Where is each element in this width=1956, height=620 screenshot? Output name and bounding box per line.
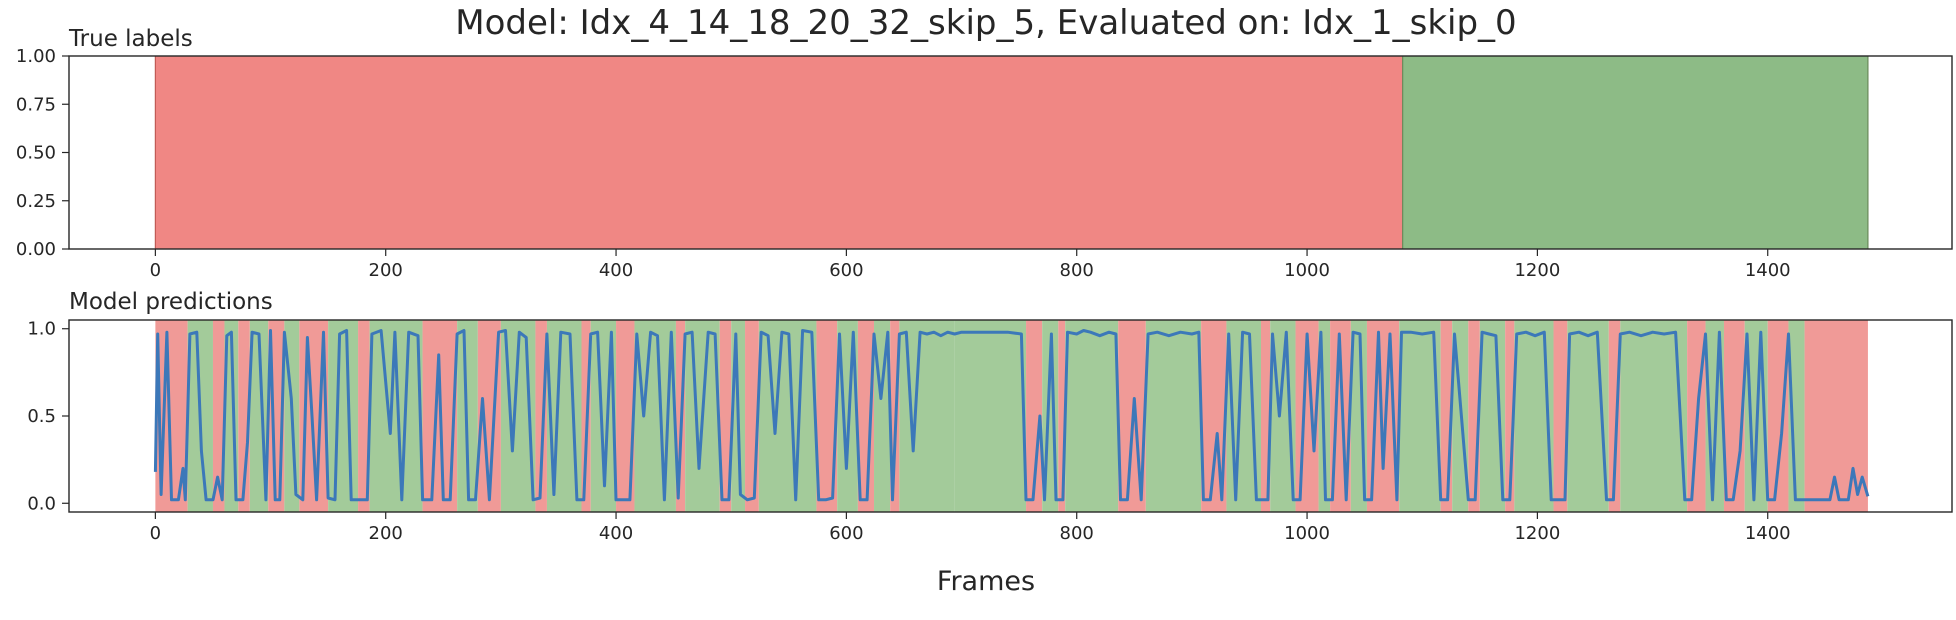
model-predictions-y-ticks: 0.0 0.5 1.0 <box>27 319 69 514</box>
prediction-segment-green <box>758 320 817 512</box>
y-tick-label: 0.50 <box>16 143 56 164</box>
prediction-segment-green <box>954 320 1027 512</box>
prediction-segment-green <box>328 320 359 512</box>
prediction-segment-red <box>212 320 225 512</box>
x-tick-label: 200 <box>369 260 403 281</box>
y-tick-label: 0.0 <box>27 493 56 514</box>
prediction-segment-red <box>719 320 732 512</box>
y-tick-label: 0.00 <box>16 239 56 260</box>
prediction-segment-green <box>1065 320 1119 512</box>
prediction-segment-red <box>1767 320 1789 512</box>
prediction-segment-red <box>358 320 370 512</box>
prediction-segment-red <box>1440 320 1453 512</box>
figure-suptitle: Model: Idx_4_14_18_20_32_skip_5, Evaluat… <box>455 3 1516 43</box>
true-label-segment-red <box>155 56 1403 249</box>
true-label-segments <box>154 56 1869 249</box>
x-tick-label: 1000 <box>1284 260 1330 281</box>
x-tick-label: 800 <box>1060 260 1094 281</box>
x-axis-label: Frames <box>937 566 1035 597</box>
prediction-segment-red <box>1468 320 1480 512</box>
x-tick-label: 600 <box>829 523 863 544</box>
prediction-segment-red <box>1608 320 1621 512</box>
prediction-segment-green <box>1145 320 1202 512</box>
x-tick-label: 800 <box>1060 523 1094 544</box>
true-labels-x-ticks: 0 200 400 600 800 1000 1200 1400 <box>150 249 1791 281</box>
x-tick-label: 1400 <box>1745 523 1791 544</box>
model-predictions-title: Model predictions <box>69 289 273 315</box>
x-tick-label: 0 <box>150 523 161 544</box>
y-tick-label: 0.75 <box>16 94 56 115</box>
model-predictions-panel: Model predictions 0 200 400 600 800 1000 1200 1… <box>27 289 1953 544</box>
prediction-segment-red <box>1505 320 1515 512</box>
prediction-segment-red <box>1026 320 1043 512</box>
prediction-segment-red <box>477 320 501 512</box>
x-tick-label: 1000 <box>1284 523 1330 544</box>
x-tick-label: 1400 <box>1745 260 1791 281</box>
prediction-segment-red <box>238 320 250 512</box>
x-tick-label: 1200 <box>1514 260 1560 281</box>
y-tick-label: 1.00 <box>16 46 56 67</box>
model-predictions-x-ticks: 0 200 400 600 800 1000 1200 1400 <box>150 512 1791 544</box>
true-labels-y-ticks: 0.00 0.25 0.50 0.75 1.00 <box>16 46 69 260</box>
y-tick-label: 0.5 <box>27 406 56 427</box>
y-tick-label: 1.0 <box>27 319 56 340</box>
x-tick-label: 200 <box>369 523 403 544</box>
prediction-segments <box>155 320 1868 512</box>
x-tick-label: 600 <box>829 260 863 281</box>
x-tick-label: 0 <box>150 260 161 281</box>
prediction-segment-red <box>1260 320 1271 512</box>
prediction-segment-red <box>535 320 547 512</box>
prediction-segment-red <box>1553 320 1568 512</box>
y-tick-label: 0.25 <box>16 191 56 212</box>
prediction-segment-red <box>616 320 635 512</box>
x-tick-label: 400 <box>599 523 633 544</box>
prediction-segment-red <box>1058 320 1066 512</box>
prediction-line <box>153 329 1870 502</box>
prediction-segment-red <box>816 320 838 512</box>
x-tick-label: 400 <box>599 260 633 281</box>
true-labels-title: True labels <box>68 26 193 52</box>
x-tick-label: 1200 <box>1514 523 1560 544</box>
true-label-segment-green <box>1402 56 1868 249</box>
true-labels-panel: True labels 0 200 400 600 800 1000 1200 1400 0.… <box>16 26 1953 281</box>
